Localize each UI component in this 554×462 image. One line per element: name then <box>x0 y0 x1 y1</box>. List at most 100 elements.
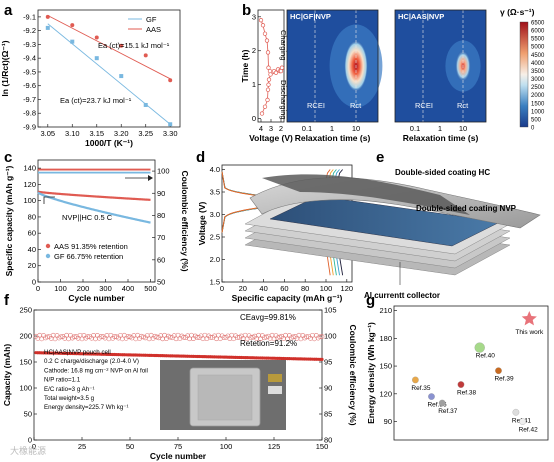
y-tick-label: -9.5 <box>23 67 36 76</box>
y-tick-label: 0 <box>28 436 32 445</box>
ce-point <box>37 332 43 338</box>
x-tick-label: 1 <box>330 124 334 133</box>
legend-label-AAS: AAS 91.35% retention <box>54 242 128 251</box>
ce-average-label: CEavg=99.81% <box>240 313 296 322</box>
info-line: Total weight=3.5 g <box>44 395 95 402</box>
x-tick-label: 4 <box>259 124 263 133</box>
x-tick-label: 300 <box>99 284 112 293</box>
x-tick-label: 0 <box>36 284 40 293</box>
x-axis-label: Specific capacity (mAh g⁻¹) <box>232 293 343 303</box>
info-line: E/C ratio=3 g Ah⁻¹ <box>44 386 95 393</box>
colorbar-tick: 4000 <box>531 61 545 67</box>
x-tick-label: 0.1 <box>410 124 420 133</box>
y-tick-label: -9.7 <box>23 95 36 104</box>
y2-tick-label: 105 <box>324 306 337 315</box>
colorbar-tick: 0 <box>531 126 535 132</box>
x-tick-label: 500 <box>144 284 157 293</box>
panel-label-c: c <box>4 149 12 166</box>
x-tick-label: 40 <box>259 284 267 293</box>
label-coating-hc: Double-sided coating HC <box>395 168 490 177</box>
ce-point <box>50 332 56 338</box>
point-ref-36 <box>428 393 435 400</box>
x-axis-label: Voltage (V) <box>249 133 293 143</box>
y2-axis-label: Coulombic efficiency (%) <box>180 170 190 271</box>
label-discharging: Discharging <box>279 80 288 120</box>
capacity-series-AAS <box>37 190 151 201</box>
charge-point <box>264 38 270 43</box>
x-tick-label: 75 <box>174 442 182 451</box>
panel-e-schematic: Double-sided coating HC Double-sided coa… <box>244 168 541 300</box>
ce-point <box>146 336 152 342</box>
y-axis-label: Specific capacity (mAh g⁻¹) <box>4 165 14 276</box>
x-tick-label: 120 <box>341 284 354 293</box>
arrow-right-head <box>148 175 153 181</box>
info-line: Energy density=225.7 Wh kg⁻¹ <box>44 404 129 411</box>
y-tick-label: 20 <box>28 261 36 270</box>
point-AAS <box>45 14 50 19</box>
colorbar-tick: 5500 <box>531 37 545 43</box>
discharge-point <box>268 72 273 77</box>
colorbar-tick: 3500 <box>531 69 545 75</box>
panel-label-f: f <box>4 292 10 309</box>
y-tick-label: -9.3 <box>23 40 36 49</box>
point-label: Ref.37 <box>438 408 458 415</box>
y-tick-label: 210 <box>379 306 392 315</box>
y-axis-label: Capacity (mAh) <box>2 344 12 407</box>
y2-tick-label: 100 <box>157 167 170 176</box>
y-axis-label: Energy density (Wh kg⁻¹) <box>366 322 376 424</box>
x-tick-label: 150 <box>316 442 329 451</box>
x-tick-label: 400 <box>122 284 135 293</box>
point-ref-35 <box>412 376 419 384</box>
label-al-collector: Al currentt collector <box>364 291 440 300</box>
x-axis-label: Cycle number <box>68 293 125 303</box>
y-tick-label: 3.5 <box>210 188 220 197</box>
y-tick-label: 3 <box>252 12 256 21</box>
x-tick-label: 3.15 <box>89 129 104 138</box>
fit-line-AAS <box>47 15 171 80</box>
rcei-label: RCEI <box>415 101 433 110</box>
ce-point <box>133 336 139 342</box>
x-tick-label: 2 <box>279 124 283 133</box>
point-label: Ref.35 <box>411 385 431 392</box>
y-tick-label: 2 <box>252 46 256 55</box>
point-AAS <box>143 53 148 58</box>
x-tick-label: 1 <box>438 124 442 133</box>
y-tick-label: 120 <box>379 389 392 398</box>
point-GF <box>45 25 50 30</box>
map-frame <box>394 9 487 123</box>
y2-axis-label: Coulombic efficiency (%) <box>348 324 358 425</box>
y-tick-label: 200 <box>19 332 32 341</box>
y-tick-label: 180 <box>379 334 392 343</box>
y-tick-label: 0 <box>32 278 36 287</box>
rct-label: Rct <box>350 101 362 110</box>
y2-tick-label: 70 <box>157 233 165 242</box>
point-ref-38 <box>457 381 465 388</box>
arrow-left <box>43 196 55 204</box>
y-tick-label: 0 <box>252 114 256 123</box>
annotation-aas: Ea (ct)=15.1 kJ mol⁻¹ <box>98 41 170 50</box>
y-axis-label: ln (1/Rct)(Ω⁻¹) <box>0 40 10 96</box>
info-line: Cathode: 16.8 mg cm⁻² NVP on Al foil <box>44 367 148 374</box>
electrode-stack <box>244 174 541 285</box>
x-tick-label: 0.1 <box>302 124 312 133</box>
colorbar-tick: 3000 <box>531 77 545 83</box>
rcei-label: RCEI <box>307 101 325 110</box>
discharge-point <box>265 97 270 103</box>
plot-frame <box>37 159 156 283</box>
point-ref-39 <box>495 367 502 375</box>
charge-point <box>258 18 264 23</box>
watermark: 大橡能源 <box>10 445 46 456</box>
y-tick-label: -9.6 <box>23 81 36 90</box>
panel-label-d: d <box>196 149 205 166</box>
colorbar-tick: 6500 <box>531 21 545 27</box>
label-coating-nvp: Double-sided coating NVP <box>416 204 517 213</box>
y-tick-label: 100 <box>23 196 36 205</box>
point-AAS <box>168 78 173 83</box>
point-AAS <box>119 43 124 48</box>
y-tick-label: 4.0 <box>210 165 220 174</box>
legend-label-GF: GF 66.75% retention <box>54 252 123 261</box>
